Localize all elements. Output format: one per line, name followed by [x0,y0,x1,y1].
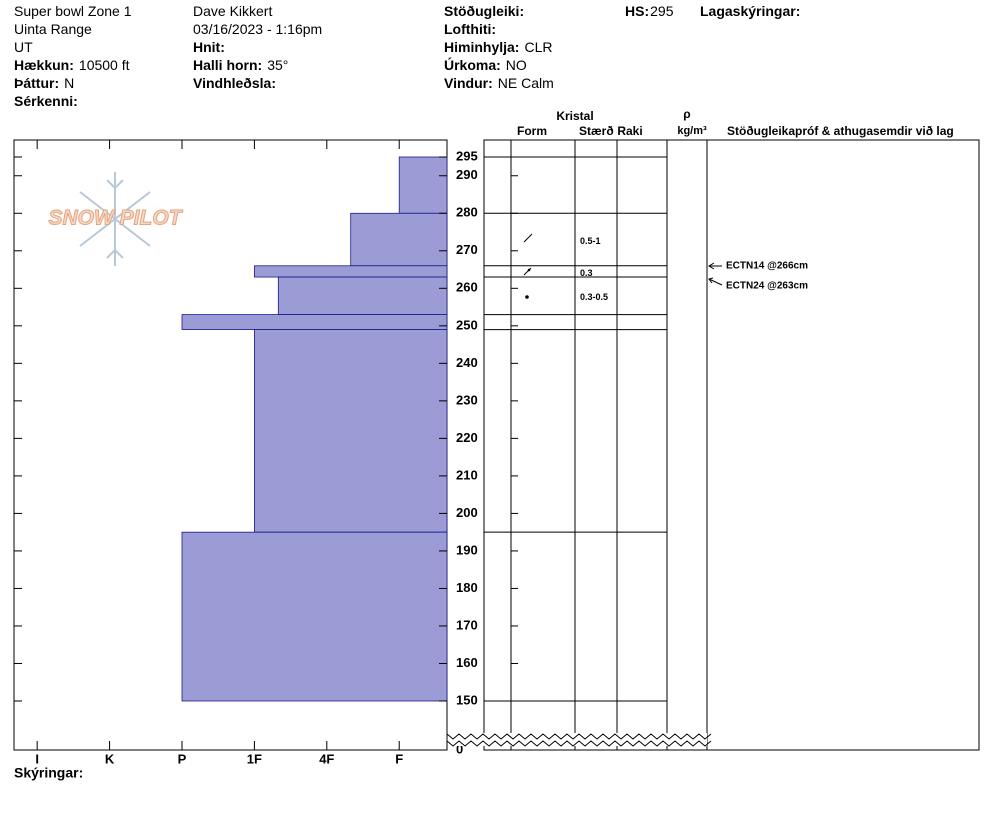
stability-test: ECTN14 @266cm [726,261,808,272]
hardness-bar [181,314,448,330]
field-value: NE Calm [498,75,554,91]
field-value: Uinta Range [14,21,92,37]
field-value: Super bowl Zone 1 [14,3,132,19]
header-field: Halli horn: 35° [193,57,288,73]
stability-test: ECTN24 @263cm [726,281,808,292]
y-tick-label: 295 [456,148,478,163]
field-label: Þáttur: [14,75,59,91]
axis-break [446,733,712,740]
header-field: Lagaskýringar: [700,3,800,19]
hardness-bar [398,156,448,214]
y-tick-label: 0 [456,741,463,756]
header-field: Lofthiti: [444,21,496,37]
header-field: HS:295 [625,3,674,19]
y-tick-label: 180 [456,580,478,595]
field-value: UT [14,39,33,55]
field-value: 10500 ft [79,57,130,73]
y-tick-label: 290 [456,167,478,182]
header-field: Dave Kikkert [193,3,272,19]
logo-text: SNOW PILOT [49,207,184,230]
hardness-bar [181,531,448,702]
header-field: Úrkoma: NO [444,56,527,73]
field-value: 35° [267,57,288,73]
field-label: Vindur: [444,75,493,91]
header-field: Himinhylja: CLR [444,39,552,55]
hardness-bar [253,265,448,278]
x-tick-label: 4F [319,751,334,766]
hardness-bar [277,276,448,315]
grain-size: 0.3 [580,268,593,278]
grain-forms [523,233,533,299]
column-header: ρ [683,107,690,121]
logo [79,172,151,266]
column-header: Kristal [556,109,593,123]
y-tick-label: 200 [456,505,478,520]
field-label: Stöðugleiki: [444,3,524,19]
header-field: Þáttur: N [14,75,74,91]
column-header: Raki [617,124,642,138]
column-lines [510,140,708,750]
field-value: Dave Kikkert [193,3,272,19]
column-header: kg/m³ [677,125,707,137]
field-label: Lofthiti: [444,21,496,37]
y-tick-label: 250 [456,317,478,332]
field-label: Himinhylja: [444,39,519,55]
field-label: Lagaskýringar: [700,3,800,19]
header-field: Uinta Range [14,21,92,37]
y-tick-label: 160 [456,655,478,670]
footer-label: Skýringar: [14,765,83,781]
field-value: CLR [524,39,552,55]
x-tick-label: F [395,751,403,766]
grain-size: 0.5-1 [580,236,601,246]
header-field: Vindhleðsla: [193,75,276,91]
test-arrows [708,262,723,286]
y-tick-label: 230 [456,392,478,407]
header-field: 03/16/2023 - 1:16pm [193,21,322,37]
hardness-bar [253,329,448,533]
y-tick-label: 150 [456,692,478,707]
column-header: Stöðugleikapróf & athugasemdir við lag [727,124,954,138]
y-tick-label: 210 [456,467,478,482]
field-label: Sérkenni: [14,93,78,109]
y-tick-label: 260 [456,280,478,295]
y-tick-label: 220 [456,430,478,445]
header-field: UT [14,39,33,55]
x-tick-label: I [35,751,39,766]
field-value: N [64,75,74,91]
header-field: Super bowl Zone 1 [14,3,132,19]
header-field: Hnit: [193,39,225,55]
profile-frame [483,139,980,751]
header-field: Vindur: NE Calm [444,75,554,91]
header-field: Hækkun: 10500 ft [14,57,130,73]
field-label: Vindhleðsla: [193,75,276,91]
field-value: 295 [650,3,674,19]
field-label: Hækkun: [14,57,74,73]
y-tick-label: 170 [456,617,478,632]
header-field: Stöðugleiki: [444,3,524,19]
field-label: Úrkoma: [444,56,501,73]
y-tick-label: 190 [456,542,478,557]
x-tick-label: K [105,751,115,766]
x-tick-label: 1F [247,751,262,766]
field-label: Halli horn: [193,57,262,73]
header-field: Sérkenni: [14,93,78,109]
axis-break [446,740,712,747]
column-header: Stærð [579,124,614,138]
field-label: Hnit: [193,39,225,55]
y-tick-label: 240 [456,355,478,370]
field-value: 03/16/2023 - 1:16pm [193,21,322,37]
x-tick-label: P [178,751,187,766]
field-value: NO [506,57,527,73]
field-label: HS: [625,3,649,19]
y-tick-label: 280 [456,205,478,220]
hardness-bar [350,212,448,267]
y-tick-label: 270 [456,242,478,257]
grain-size: 0.3-0.5 [580,292,608,302]
comments-header-clip: Stöðugleikapróf & athugasemdir við lag [727,124,954,138]
column-header: Form [517,124,547,138]
